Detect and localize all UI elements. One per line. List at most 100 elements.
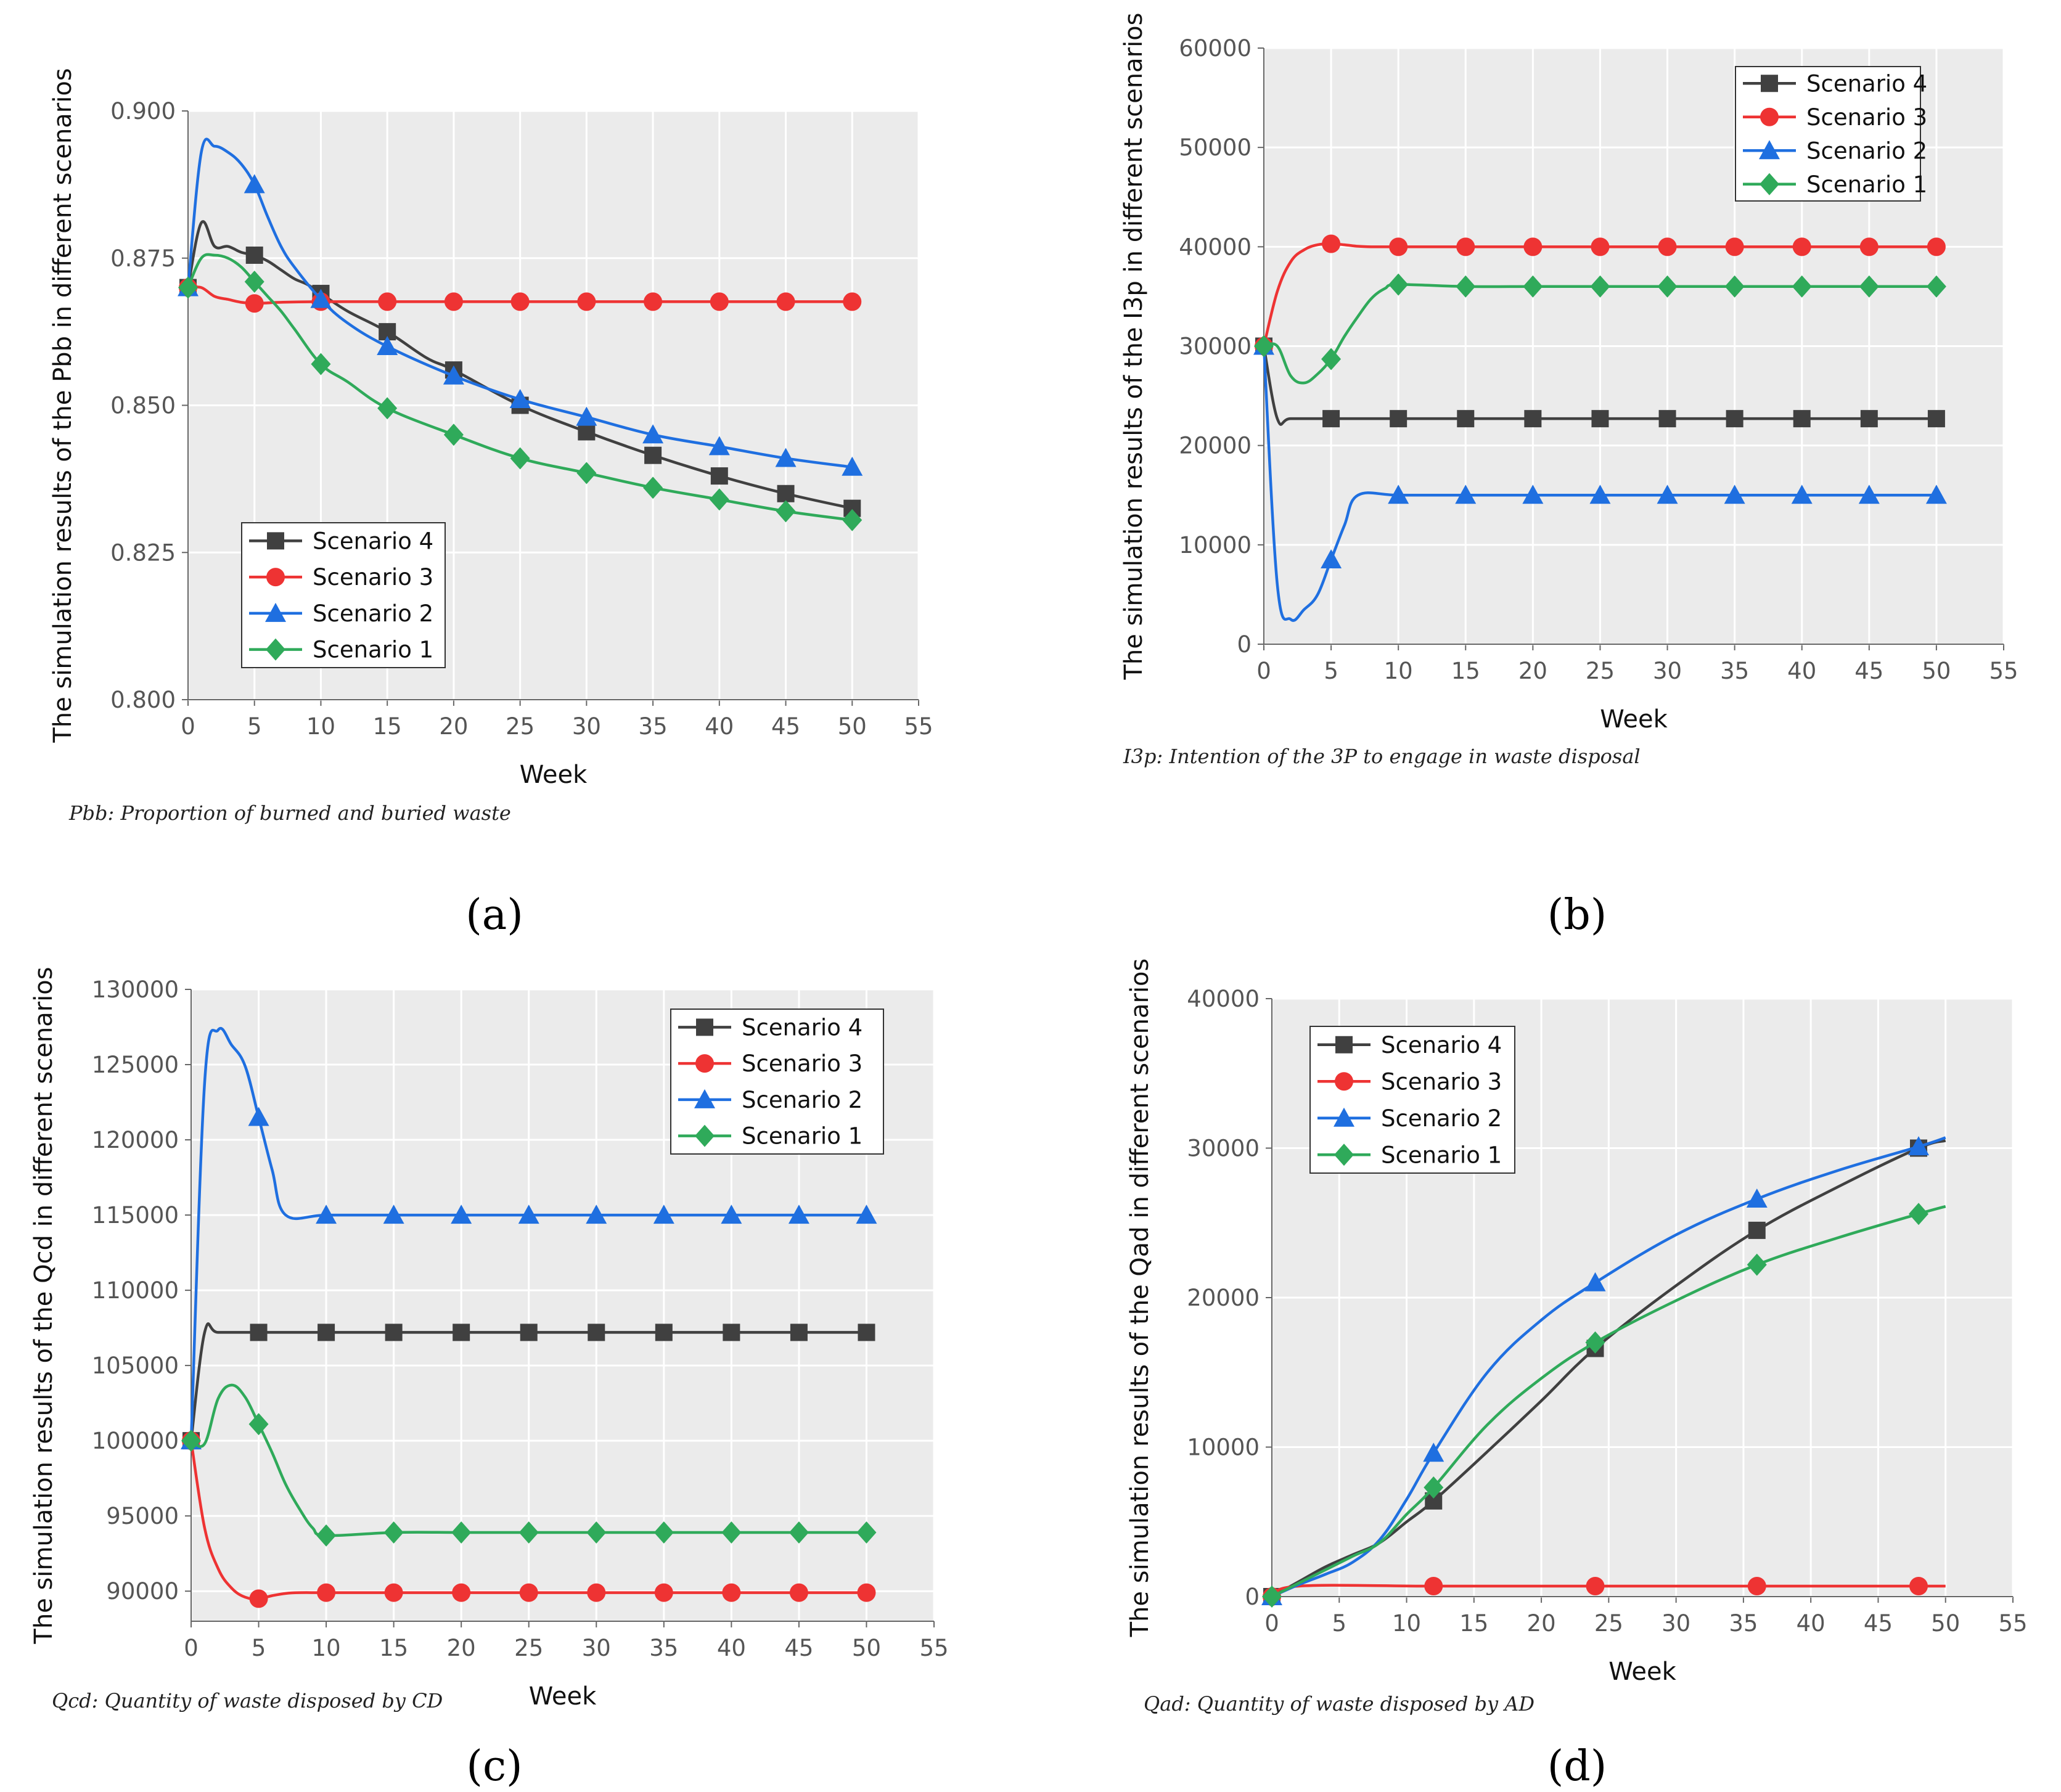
series-scenario-2: [181, 1027, 877, 1450]
legend: Scenario 4 Scenario 3 Scenario 2 Scenario 1: [670, 1009, 884, 1155]
x-tick-label: 25: [506, 713, 535, 740]
y-tick-label: 30000: [1187, 1135, 1260, 1162]
y-tick-label: 115000: [92, 1202, 179, 1229]
data-point-marker: [377, 397, 398, 420]
data-point-marker: [578, 423, 596, 441]
x-tick-label: 25: [1594, 1610, 1623, 1637]
y-tick-label: 20000: [1179, 433, 1252, 459]
data-point-marker: [1860, 410, 1878, 428]
data-point-marker: [856, 1521, 877, 1544]
data-point-marker: [520, 1324, 538, 1341]
x-tick-label: 45: [1854, 658, 1883, 684]
data-point-marker: [654, 1583, 673, 1602]
data-point-marker: [644, 446, 662, 464]
data-point-marker: [452, 1583, 471, 1602]
data-point-marker: [509, 388, 531, 408]
legend-swatch-marker: [1760, 173, 1779, 195]
data-point-marker: [1725, 237, 1744, 256]
x-tick-label: 30: [1662, 1610, 1690, 1637]
series-line: [1271, 1139, 1946, 1598]
y-tick-label: 0: [1237, 631, 1252, 658]
series-line: [1271, 1136, 1946, 1598]
y-tick-label: 20000: [1187, 1285, 1260, 1311]
y-tick-label: 0.875: [110, 245, 176, 272]
legend-swatch-marker: [1335, 1072, 1353, 1091]
data-point-marker: [1457, 410, 1475, 428]
y-axis-label: The simulation results of the Qad in dif…: [1126, 959, 1154, 1638]
data-point-marker: [510, 447, 530, 470]
data-point-marker: [858, 1324, 875, 1341]
x-tick-label: 20: [447, 1635, 476, 1661]
data-point-marker: [1523, 275, 1543, 298]
data-point-marker: [1657, 275, 1678, 298]
series-scenario-4: [1255, 337, 1945, 428]
data-point-marker: [384, 1583, 403, 1602]
y-tick-label: 90000: [106, 1578, 179, 1605]
data-point-marker: [1925, 485, 1947, 504]
y-axis-label: The simulation results of the Qcd in dif…: [30, 967, 58, 1644]
x-tick-label: 15: [1451, 658, 1480, 684]
data-point-marker: [586, 1521, 607, 1544]
legend: Scenario 4 Scenario 3 Scenario 2 Scenario 1: [1735, 66, 1927, 202]
data-point-marker: [249, 1589, 268, 1608]
series-scenario-1: [181, 1383, 877, 1547]
data-point-marker: [443, 423, 464, 446]
data-point-marker: [310, 288, 332, 308]
y-tick-label: 0: [1245, 1584, 1260, 1610]
panel-a-label: (a): [465, 891, 523, 939]
data-point-marker: [316, 1524, 337, 1547]
data-point-marker: [1658, 237, 1677, 256]
data-point-marker: [1927, 410, 1945, 428]
legend-entry: Scenario 2: [1381, 1105, 1502, 1132]
data-point-marker: [789, 1583, 808, 1602]
x-tick-label: 15: [1459, 1610, 1488, 1637]
legend-swatch-marker: [695, 1124, 715, 1147]
data-point-marker: [385, 1324, 403, 1341]
series-scenario-1: [178, 253, 863, 531]
data-point-marker: [1388, 485, 1409, 504]
data-point-marker: [444, 292, 463, 311]
x-tick-label: 45: [1864, 1610, 1893, 1637]
data-point-marker: [709, 488, 729, 511]
legend-entry: Scenario 1: [742, 1123, 863, 1150]
x-tick-label: 10: [312, 1635, 341, 1661]
x-tick-label: 10: [1392, 1610, 1421, 1637]
legend-entry: Scenario 2: [313, 600, 433, 627]
data-point-marker: [316, 1205, 337, 1224]
data-point-marker: [1262, 1585, 1282, 1608]
y-tick-label: 120000: [92, 1127, 179, 1153]
legend-entry: Scenario 1: [1381, 1142, 1502, 1168]
data-point-marker: [587, 1583, 606, 1602]
series-scenario-2: [1253, 335, 1947, 622]
data-point-marker: [1658, 410, 1676, 428]
data-point-marker: [1524, 410, 1542, 428]
data-point-marker: [1792, 275, 1812, 298]
legend-swatch-marker: [1760, 107, 1779, 126]
data-point-marker: [1747, 1577, 1766, 1596]
x-tick-label: 45: [784, 1635, 813, 1661]
data-point-marker: [1909, 1203, 1929, 1225]
data-point-marker: [1455, 485, 1477, 504]
x-tick-label: 35: [639, 713, 668, 740]
data-point-marker: [843, 292, 862, 311]
data-point-marker: [1322, 410, 1340, 428]
y-tick-label: 60000: [1179, 35, 1252, 62]
data-point-marker: [1926, 275, 1946, 298]
x-tick-label: 5: [1332, 1610, 1346, 1637]
data-point-marker: [1322, 234, 1341, 253]
data-point-marker: [577, 292, 596, 311]
y-tick-label: 125000: [92, 1052, 179, 1078]
legend-swatch-marker: [1334, 1144, 1354, 1166]
x-tick-label: 5: [1324, 658, 1338, 684]
data-point-marker: [1424, 1476, 1444, 1499]
legend-entry: Scenario 4: [742, 1014, 863, 1041]
panel-a-chart: 0 5 10 15 20 25 30 35 40 45 50 55 0.800 0.825 0.850 0.8…: [49, 68, 933, 789]
legend-swatch-marker: [1759, 140, 1780, 160]
panel-b-label: (b): [1547, 891, 1607, 939]
data-point-marker: [383, 1205, 404, 1224]
data-point-marker: [1522, 485, 1544, 504]
y-tick-label: 50000: [1179, 134, 1252, 161]
data-point-marker: [178, 276, 198, 299]
data-point-marker: [777, 485, 795, 502]
y-tick-label: 0.850: [110, 393, 176, 419]
